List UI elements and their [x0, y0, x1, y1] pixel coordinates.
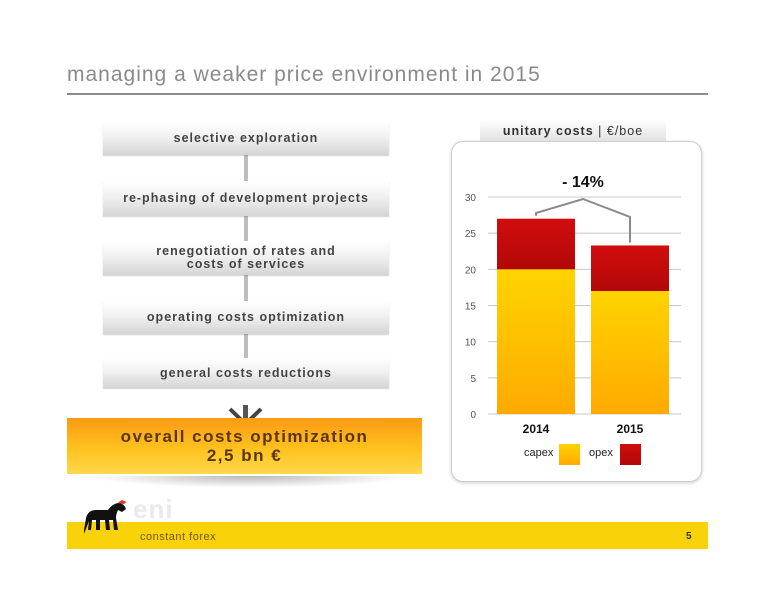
step-label-line1: renegotiation of rates and	[156, 244, 336, 258]
y-tick-label: 15	[465, 302, 477, 313]
overall-costs-result: overall costs optimization 2,5 bn €	[67, 418, 422, 474]
bar-opex-2014	[497, 218, 575, 270]
y-tick-label: 0	[470, 410, 476, 421]
unitary-costs-chart: 0 5 10 15 20 25 30 2014 2015 - 14% capex opex	[465, 174, 681, 465]
y-tick-label: 20	[465, 265, 477, 276]
step-general-costs: general costs reductions	[103, 358, 389, 388]
change-annotation: - 14%	[562, 174, 604, 191]
result-shadow	[90, 476, 408, 488]
footer-note: constant forex	[140, 531, 217, 543]
legend-swatch-capex	[559, 444, 580, 465]
step-connector	[244, 216, 248, 241]
step-connector	[244, 275, 248, 301]
x-tick-label: 2015	[617, 422, 644, 436]
logo-text: eni	[133, 494, 174, 524]
legend-swatch-opex	[620, 444, 641, 465]
y-tick-label: 10	[465, 338, 477, 349]
y-tick-label: 25	[465, 229, 477, 240]
bar-capex-2014	[497, 269, 575, 414]
bar-opex-2015	[591, 245, 669, 292]
result-line2: 2,5 bn €	[206, 446, 283, 465]
step-label-line2: costs of services	[186, 257, 306, 271]
legend-label-capex: capex	[524, 447, 554, 459]
step-connector	[244, 155, 248, 181]
step-rephasing-projects: re-phasing of development projects	[103, 181, 389, 216]
page-number: 5	[686, 531, 692, 542]
step-renegotiation-rates: renegotiation of rates and costs of serv…	[103, 241, 389, 275]
y-tick-label: 5	[470, 374, 476, 385]
six-legged-dog-logo-icon	[84, 500, 126, 534]
footer-bar	[67, 522, 708, 549]
step-label: re-phasing of development projects	[123, 191, 369, 205]
chart-tab-unit: €/boe	[606, 124, 644, 138]
chart-tab-separator: |	[598, 124, 603, 138]
title-divider	[67, 93, 708, 95]
x-tick-label: 2014	[523, 422, 550, 436]
page-title: managing a weaker price environment in 2…	[67, 63, 541, 86]
y-tick-label: 30	[465, 193, 477, 204]
step-label: selective exploration	[173, 131, 319, 145]
legend-label-opex: opex	[589, 447, 613, 459]
bar-capex-2015	[591, 291, 669, 414]
change-bracket	[535, 197, 631, 243]
step-selective-exploration: selective exploration	[103, 122, 389, 155]
chart-tab-title: unitary costs	[502, 124, 594, 138]
step-label: general costs reductions	[160, 365, 332, 380]
step-label: operating costs optimization	[146, 310, 346, 324]
chart-tab: unitary costs | €/boe	[480, 119, 666, 141]
step-operating-costs: operating costs optimization	[103, 301, 389, 334]
result-line1: overall costs optimization	[120, 427, 369, 446]
step-connector	[244, 334, 248, 358]
